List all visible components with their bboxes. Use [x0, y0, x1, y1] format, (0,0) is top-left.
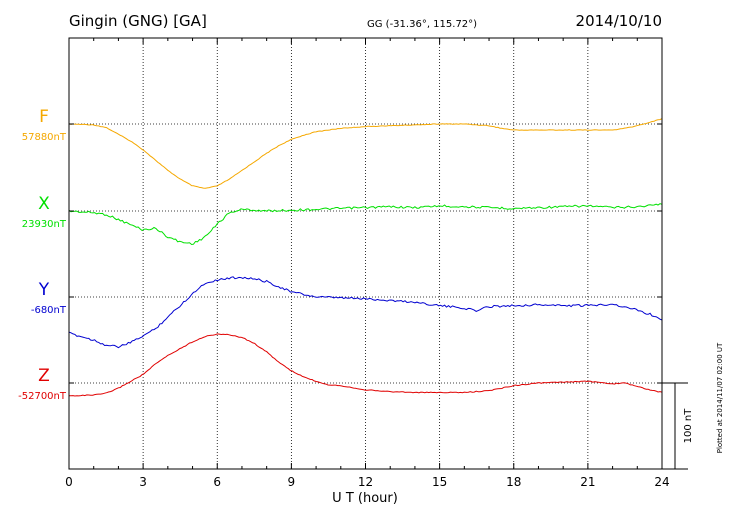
series-line-x — [68, 203, 663, 246]
series-lines — [68, 118, 663, 397]
x-axis-label: U T (hour) — [332, 491, 398, 506]
component-baseline-f: 57880nT — [22, 132, 67, 143]
chart-subtitle: GG (-31.36°, 115.72°) — [367, 19, 477, 30]
series-line-y — [68, 276, 663, 349]
x-tick-label: 18 — [506, 475, 521, 489]
x-tick-label: 12 — [358, 475, 373, 489]
x-tick-label: 3 — [139, 475, 147, 489]
component-labels: F 57880nT X 23930nT Y -680nT Z -52700nT — [18, 107, 67, 402]
component-baseline-z: -52700nT — [18, 391, 67, 402]
component-baseline-y: -680nT — [31, 305, 67, 316]
grid — [69, 38, 662, 469]
x-tick-label: 9 — [288, 475, 296, 489]
x-axis-ticks: 0 3 6 9 12 15 18 21 24 — [65, 38, 670, 489]
x-tick-label: 24 — [654, 475, 669, 489]
x-tick-label: 15 — [432, 475, 447, 489]
chart-title: Gingin (GNG) [GA] — [69, 12, 207, 30]
component-letter-z: Z — [38, 366, 50, 386]
chart-date: 2014/10/10 — [576, 12, 662, 30]
component-letter-y: Y — [38, 280, 50, 300]
plotted-note: Plotted at 2014/11/07 02:00 UT — [716, 342, 724, 453]
x-tick-label: 21 — [580, 475, 595, 489]
x-tick-label: 6 — [213, 475, 221, 489]
component-letter-f: F — [39, 107, 49, 127]
scale-bar-label: 100 nT — [683, 408, 694, 444]
component-letter-x: X — [38, 194, 50, 214]
scale-bar: 100 nT — [662, 382, 694, 470]
component-baseline-x: 23930nT — [22, 219, 67, 230]
series-line-f — [68, 118, 663, 189]
series-line-z — [68, 333, 663, 397]
x-tick-label: 0 — [65, 475, 73, 489]
